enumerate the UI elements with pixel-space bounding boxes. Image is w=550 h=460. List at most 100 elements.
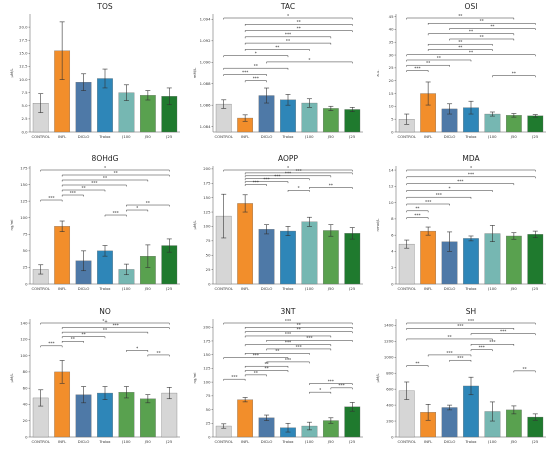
y-tick-label: 5 [391,116,394,121]
significance-label: *** [48,195,54,200]
y-tick-label: 50 [206,407,211,412]
significance-bracket [427,43,493,46]
significance-label: *** [338,383,344,388]
significance-bracket [40,322,170,325]
significance-label: * [287,13,289,18]
x-tick-label: J100 [121,439,131,444]
x-tick-label: INFL [58,286,67,291]
significance-label: *** [296,344,302,349]
significance-bracket [309,187,353,189]
y-tick-label: 100 [20,215,28,220]
x-tick-label: J50 [327,286,335,291]
significance-bracket [244,344,332,347]
significance-label: *** [253,353,259,358]
significance-label: ** [469,29,473,34]
bar-j50 [139,95,156,133]
significance-label: *** [242,70,248,75]
significance-label: * [136,205,138,210]
significance-bracket [223,74,267,76]
y-tick-label: 20 [389,78,394,83]
y-tick-label: 6 [391,232,394,237]
bar-j50 [322,230,339,285]
x-tick-label: J50 [510,439,518,444]
significance-bracket [470,349,493,352]
y-tick-label: 1.090 [200,60,211,65]
significance-bracket [244,181,289,184]
bar-trolox [463,238,479,285]
significance-bracket [61,189,106,192]
significance-label: ** [71,337,75,342]
y-tick-label: 200 [386,418,394,423]
significance-label: ** [81,332,85,337]
significance-label: *** [457,324,463,329]
significance-label: *** [285,357,291,362]
significance-bracket [492,75,536,78]
y-tick-label: 175 [203,338,211,343]
x-tick-label: J100 [121,134,131,139]
y-tick-label: 0 [391,129,394,134]
y-tick-label: 1000 [384,355,394,360]
significance-bracket [406,210,429,213]
significance-label: ** [297,26,301,31]
bar-diclo [258,229,275,285]
significance-bracket [244,49,310,51]
significance-label: *** [91,180,97,185]
significance-label: ** [458,40,462,45]
y-tick-label: 100 [20,353,28,358]
y-tick-label: 40 [23,402,28,407]
significance-label: ** [512,71,516,76]
significance-label: ** [146,200,150,205]
y-tick-label: 175 [20,165,28,170]
x-tick-label: INFL [424,286,433,291]
y-tick-label: 100 [203,224,211,229]
significance-label: *** [436,193,442,198]
significance-label: * [104,165,106,170]
y-tick-label: 175 [203,181,211,186]
y-axis-label: μM/L [375,373,380,383]
significance-label: ** [297,20,301,25]
significance-bracket [427,33,515,36]
significance-label: *** [425,199,431,204]
significance-bracket [244,175,332,178]
significance-bracket [406,169,536,172]
y-tick-label: 0 [208,434,211,439]
x-tick-label: CONTROL [31,134,50,139]
significance-label: * [308,57,310,62]
y-tick-label: 1.088 [200,81,211,86]
y-tick-label: 75 [206,238,211,243]
significance-bracket [266,361,310,364]
significance-label: ** [81,185,85,190]
y-axis-label: nmol/L [375,218,380,232]
x-tick-label: DICLO [261,134,273,139]
x-tick-label: CONTROL [31,439,50,444]
significance-label: ** [275,349,279,354]
significance-bracket [244,24,353,26]
bar-diclo [441,407,458,438]
significance-bracket [427,354,472,357]
significance-label: *** [231,375,237,380]
y-tick-label: 125 [203,209,211,214]
x-tick-label: J50 [510,286,518,291]
x-tick-label: J50 [144,439,152,444]
significance-label: *** [468,318,474,323]
significance-label: ** [458,13,462,18]
y-tick-label: 12.5 [19,64,28,69]
panel-title: 8OHdG [92,154,119,163]
significance-label: ** [522,366,526,371]
y-tick-label: 10 [389,200,394,205]
y-axis-label: μM/L [192,220,197,230]
significance-bracket [40,199,63,202]
y-tick-label: 20.0 [19,24,28,29]
significance-label: *** [253,180,259,185]
significance-bracket [147,354,170,357]
bar-infl [237,399,254,438]
bar-j50 [505,235,522,285]
y-tick-label: 1.084 [200,124,211,129]
y-tick-label: 0 [391,434,394,439]
x-tick-label: J100 [487,439,497,444]
panel-3nt: 3NT 0 25 50 75 100 125 150 175 200 ng/ml CONTROL INF… [192,307,363,444]
y-tick-label: 45 [389,14,394,19]
significance-bracket [406,59,472,62]
bar-j50 [139,398,156,438]
x-tick-label: J25 [348,134,356,139]
